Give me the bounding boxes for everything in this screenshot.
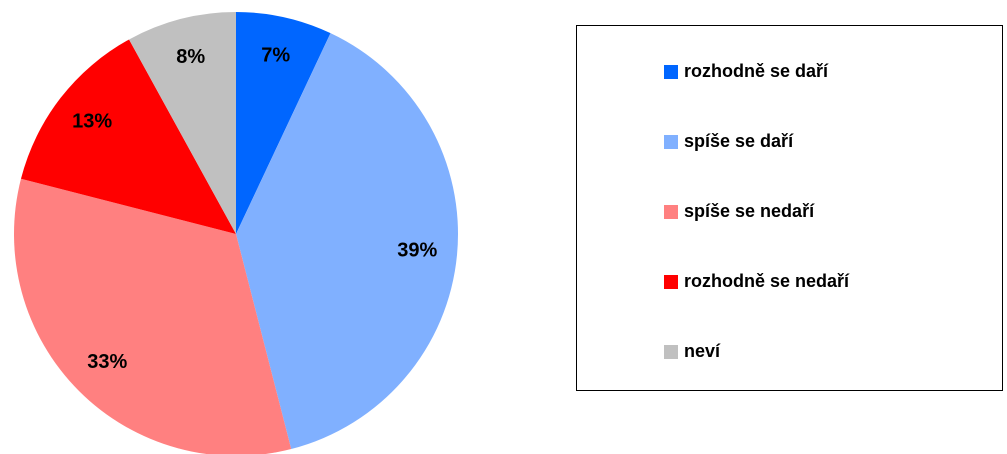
- pie-slice: [20, 39, 237, 234]
- legend-swatch: [664, 205, 678, 219]
- value-label: 33%: [87, 351, 127, 373]
- pie-slice: [129, 11, 236, 234]
- legend-swatch: [664, 135, 678, 149]
- value-label: 39%: [397, 239, 437, 261]
- legend-swatch: [664, 275, 678, 289]
- pie-slice: [236, 33, 458, 450]
- legend-swatch: [664, 65, 678, 79]
- legend-box: [576, 25, 1003, 391]
- legend-swatch: [664, 345, 678, 359]
- legend-label: rozhodně se nedaří: [684, 271, 850, 291]
- legend-label: neví: [684, 341, 721, 361]
- pie-slice: [14, 178, 292, 454]
- value-label: 7%: [261, 45, 290, 67]
- value-label: 13%: [72, 111, 112, 133]
- legend-label: spíše se daří: [684, 131, 794, 151]
- value-label: 8%: [176, 46, 205, 68]
- pie-slice: [236, 12, 331, 234]
- legend-label: spíše se nedaří: [684, 201, 815, 221]
- legend-label: rozhodně se daří: [684, 61, 829, 81]
